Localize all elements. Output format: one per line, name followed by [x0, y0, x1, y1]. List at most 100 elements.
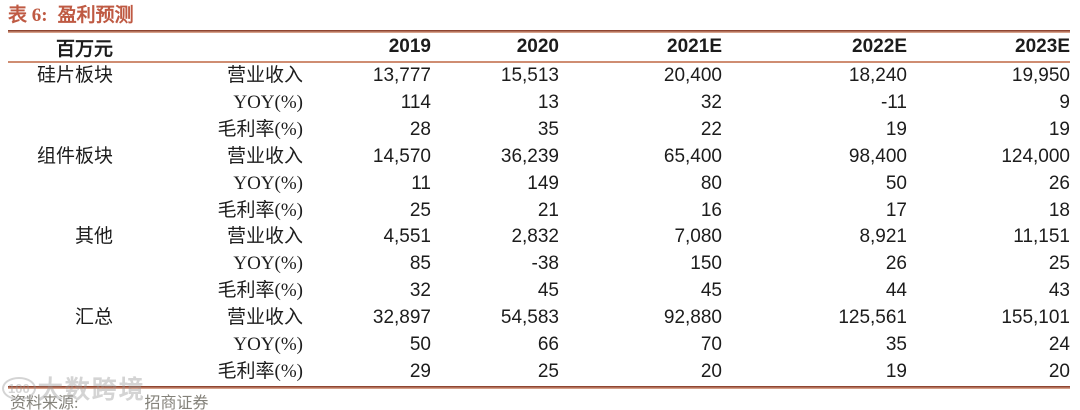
table-row: 组件板块 营业收入 14,570 36,239 65,400 98,400 12… — [8, 144, 1070, 171]
segment-cell — [8, 171, 113, 198]
metric-cell: 营业收入 — [226, 226, 303, 248]
table-row: 其他 营业收入 4,551 2,832 7,080 8,921 11,151 — [8, 224, 1070, 251]
value-cell: 15,513 — [500, 65, 559, 86]
top-rule — [8, 30, 1070, 33]
value-cell: 125,561 — [838, 307, 907, 329]
value-cell: 8,921 — [859, 226, 907, 248]
value-cell: 25 — [1048, 253, 1070, 275]
metric-cell: YOY(%) — [233, 91, 303, 113]
metric-cell: YOY(%) — [233, 253, 303, 275]
table-row: 毛利率(%) 29 25 20 19 20 — [8, 359, 1070, 386]
value-cell: -38 — [531, 253, 559, 275]
value-cell: 50 — [885, 172, 907, 194]
value-cell: 26 — [1048, 172, 1070, 194]
segment-cell — [8, 332, 113, 359]
value-cell: 92,880 — [663, 307, 722, 329]
value-cell: 18,240 — [848, 65, 907, 86]
table-row: 毛利率(%) 28 35 22 19 19 — [8, 117, 1070, 144]
segment-cell — [8, 117, 113, 144]
value-cell: 18 — [1048, 199, 1070, 221]
value-cell: 44 — [885, 280, 907, 302]
value-cell: 28 — [409, 118, 431, 140]
value-cell: 29 — [409, 360, 431, 382]
value-cell: 32,897 — [372, 307, 431, 329]
value-cell: 66 — [537, 334, 559, 356]
value-cell: 24 — [1048, 334, 1070, 356]
value-cell: 80 — [700, 172, 722, 194]
value-cell: 155,101 — [1001, 307, 1070, 329]
value-cell: 26 — [885, 253, 907, 275]
table-row: YOY(%) 114 13 32 -11 9 — [8, 90, 1070, 117]
value-cell: 19 — [885, 118, 907, 140]
value-cell: 19 — [1048, 118, 1070, 140]
value-cell: 20 — [700, 360, 722, 382]
metric-header-cell — [113, 33, 303, 63]
metric-cell: YOY(%) — [233, 172, 303, 194]
year-header-2023e: 2023E — [907, 33, 1070, 63]
value-cell: 43 — [1048, 280, 1070, 302]
value-cell: 2,832 — [511, 226, 559, 248]
profit-forecast-table: 百万元 2019 2020 2021E 2022E 2023E 硅片板块 营业收… — [8, 33, 1070, 386]
bottom-rule — [8, 385, 1070, 389]
value-cell: 45 — [537, 280, 559, 302]
year-header-2021e: 2021E — [559, 33, 722, 63]
table-row: YOY(%) 85 -38 150 26 25 — [8, 251, 1070, 278]
value-cell: 19 — [885, 360, 907, 382]
source-text: 招商证券 — [144, 394, 209, 410]
source-line: 资料来源: 招商证券 — [8, 392, 1070, 410]
segment-cell — [8, 359, 113, 386]
table-row: 硅片板块 营业收入 13,777 15,513 20,400 18,240 19… — [8, 62, 1070, 90]
metric-cell: 毛利率(%) — [217, 280, 303, 302]
value-cell: 98,400 — [848, 145, 907, 167]
metric-cell: 营业收入 — [226, 145, 303, 167]
value-cell: 35 — [537, 118, 559, 140]
value-cell: 50 — [409, 334, 431, 356]
value-cell: 35 — [885, 334, 907, 356]
segment-cell: 组件板块 — [36, 145, 113, 167]
segment-cell — [8, 198, 113, 225]
value-cell: 25 — [409, 199, 431, 221]
segment-cell: 其他 — [74, 226, 113, 248]
value-cell: 11 — [411, 172, 431, 194]
value-cell: 25 — [537, 360, 559, 382]
value-cell: 9 — [1059, 91, 1070, 113]
value-cell: 22 — [700, 118, 722, 140]
value-cell: 149 — [527, 172, 559, 194]
value-cell: 65,400 — [663, 145, 722, 167]
metric-cell: 毛利率(%) — [217, 199, 303, 221]
metric-cell: YOY(%) — [233, 334, 303, 356]
source-label: 资料来源: — [10, 394, 79, 410]
value-cell: 17 — [885, 199, 907, 221]
value-cell: 70 — [700, 334, 722, 356]
metric-cell: 营业收入 — [226, 65, 303, 86]
table-row: YOY(%) 11 149 80 50 26 — [8, 171, 1070, 198]
value-cell: 19,950 — [1011, 65, 1070, 86]
table-row: 汇总 营业收入 32,897 54,583 92,880 125,561 155… — [8, 305, 1070, 332]
value-cell: 16 — [700, 199, 722, 221]
value-cell: 11,151 — [1013, 226, 1070, 248]
table-caption-prefix: 表 6: — [8, 5, 48, 26]
value-cell: 36,239 — [500, 145, 559, 167]
year-header-2020: 2020 — [431, 33, 559, 63]
table-row: 毛利率(%) 32 45 45 44 43 — [8, 278, 1070, 305]
value-cell: 13 — [537, 91, 559, 113]
table-header-row: 百万元 2019 2020 2021E 2022E 2023E — [8, 33, 1070, 63]
value-cell: 124,000 — [1001, 145, 1070, 167]
value-cell: 32 — [700, 91, 722, 113]
year-header-2022e: 2022E — [722, 33, 907, 63]
segment-cell: 硅片板块 — [36, 65, 113, 86]
value-cell: 7,080 — [674, 226, 722, 248]
value-cell: 4,551 — [383, 226, 431, 248]
metric-cell: 毛利率(%) — [217, 360, 303, 382]
metric-cell: 毛利率(%) — [217, 118, 303, 140]
value-cell: 85 — [409, 253, 431, 275]
table-caption: 表 6: 盈利预测 — [8, 5, 1070, 27]
value-cell: 32 — [409, 280, 431, 302]
value-cell: 14,570 — [372, 145, 431, 167]
segment-cell: 汇总 — [74, 307, 113, 329]
value-cell: 21 — [537, 199, 559, 221]
table-body: 硅片板块 营业收入 13,777 15,513 20,400 18,240 19… — [8, 62, 1070, 386]
table-caption-text: 盈利预测 — [57, 5, 134, 26]
table-row: YOY(%) 50 66 70 35 24 — [8, 332, 1070, 359]
